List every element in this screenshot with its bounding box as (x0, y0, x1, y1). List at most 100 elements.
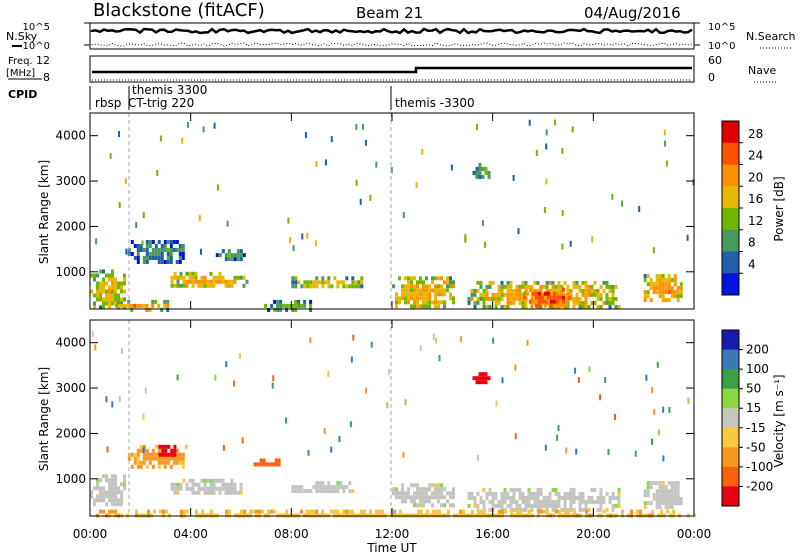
vel-scatter-point (419, 345, 422, 352)
vel-cell-r10 (300, 509, 303, 514)
power-cell-r11 (655, 282, 659, 287)
vel-cell-r8 (479, 499, 483, 504)
power-cell-r9 (593, 288, 597, 293)
power-cell-r9 (506, 280, 510, 285)
power-cell-r9 (491, 280, 495, 285)
vel-cell-r0 (120, 494, 123, 499)
power-cell-r2 (151, 248, 155, 252)
power-cell-r9 (596, 288, 600, 293)
power-cell-r2 (172, 240, 176, 244)
vel-cell-r8 (515, 487, 519, 492)
power-cell-r3 (197, 283, 201, 288)
vel-cell-r10 (252, 509, 255, 514)
power-scatter-point (476, 124, 478, 131)
power-cell-r0 (117, 285, 120, 290)
vel-cell-r1 (178, 456, 182, 461)
vel-cell-r1 (169, 456, 173, 461)
cpid-themis-neg3300: themis -3300 (395, 96, 475, 110)
vel-cell-r3 (170, 486, 174, 491)
vel-cell-r5 (336, 489, 340, 494)
vel-cell-r8 (503, 495, 507, 500)
vel-cell-r6 (422, 495, 425, 500)
vel-cell-r3 (182, 478, 186, 483)
vel-cell-r10 (426, 509, 429, 514)
vel-cell-r9 (670, 485, 674, 490)
power-cell-r3 (194, 279, 198, 284)
vel-cell-r10 (459, 509, 462, 514)
power-cell-r0 (114, 285, 117, 290)
power-cell-r0 (102, 281, 105, 286)
vel-cell-r10 (270, 509, 273, 514)
power-cell-r2 (181, 256, 185, 260)
vel-cell-r5 (294, 489, 298, 494)
vel-cell-r3 (227, 490, 231, 495)
power-cell-r7 (425, 276, 428, 281)
vel-cell-r1 (136, 464, 140, 469)
vel-cell-r8 (539, 503, 543, 508)
power-cell-r2 (130, 252, 134, 256)
vel-cell-r8 (569, 499, 573, 504)
power-cell-r7 (410, 296, 413, 301)
vel-cell-r5 (339, 485, 343, 490)
vel-cell-r6 (443, 495, 446, 500)
power-cell-r11 (661, 294, 665, 299)
vel-cell-r3 (176, 490, 180, 495)
power-cell-r5 (273, 307, 277, 312)
power-cell-r3 (218, 275, 222, 280)
power-cell-r7 (446, 288, 449, 293)
power-cell-r7 (434, 304, 437, 309)
power-cell-r5 (270, 303, 274, 308)
power-cell-r7 (416, 284, 419, 289)
power-cell-r9 (557, 288, 561, 293)
power-cell-r2 (133, 256, 137, 260)
power-scatter-point (591, 236, 594, 243)
power-cell-r7 (398, 300, 401, 305)
power-cell-r5 (294, 303, 298, 308)
power-cell-r3 (179, 283, 183, 288)
power-cell-r3 (227, 279, 231, 284)
power-cell-r3 (179, 275, 183, 280)
vel-cell-r6 (407, 491, 410, 496)
vel-scatter-point (614, 414, 616, 420)
vel-cell-r8 (494, 503, 498, 508)
vel-cell-r3 (233, 486, 237, 491)
power-cell-r0 (123, 273, 126, 278)
vel-cell-r10 (621, 509, 624, 514)
vel-cell-r10 (672, 509, 675, 514)
vel-cell-r3 (218, 486, 222, 491)
vel-cell-r10 (393, 509, 396, 514)
power-cell-r9 (554, 284, 558, 289)
power-scatter-point (202, 126, 205, 133)
power-cell-r9 (575, 296, 579, 301)
vel-cell-r3 (230, 478, 234, 483)
vel-cell-r9 (661, 485, 665, 490)
vel-cell-r6 (449, 495, 452, 500)
vel-cell-r10 (240, 509, 243, 514)
power-cell-r0 (93, 277, 96, 282)
power-cell-r10 (561, 295, 565, 300)
vel-cell-r10 (228, 509, 231, 514)
vel-cell-r8 (527, 495, 531, 500)
power-cell-r9 (500, 296, 504, 301)
vel-cell-r10 (399, 509, 402, 514)
power-cell-r2 (181, 248, 185, 252)
vel-cell-r10 (243, 509, 246, 514)
vel-cell-r3 (209, 482, 213, 487)
vel-cell-r8 (548, 495, 552, 500)
vel-cell-r2 (167, 452, 171, 457)
vel-cell-r8 (470, 495, 474, 500)
vel-cell-r4 (259, 458, 263, 463)
power-cell-r2 (166, 260, 170, 264)
vel-cell-r9 (676, 493, 680, 498)
velocity-colorbar-tick-label: 100 (746, 362, 769, 376)
power-cell-r3 (212, 283, 216, 288)
power-cell-r9 (581, 300, 585, 305)
power-cell-r11 (667, 290, 671, 295)
power-scatter-point (535, 150, 538, 156)
power-scatter-point (512, 174, 515, 181)
power-cell-r9 (557, 292, 561, 297)
vel-cell-r8 (527, 499, 531, 504)
power-cell-r0 (123, 281, 126, 286)
vel-cell-r0 (111, 486, 114, 491)
